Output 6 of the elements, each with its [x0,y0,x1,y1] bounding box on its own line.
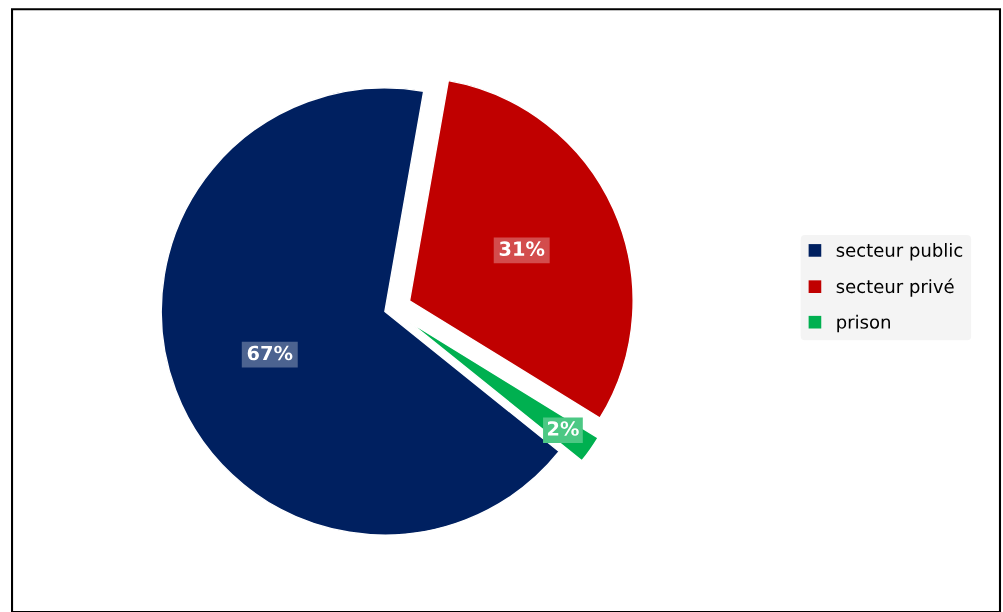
legend-label: secteur privé [836,278,954,297]
legend-label: secteur public [836,243,963,261]
data-label: 31% [499,241,545,257]
data-label: 2% [547,421,579,436]
data-label: 67% [247,345,293,361]
legend-label: prison [837,314,890,333]
